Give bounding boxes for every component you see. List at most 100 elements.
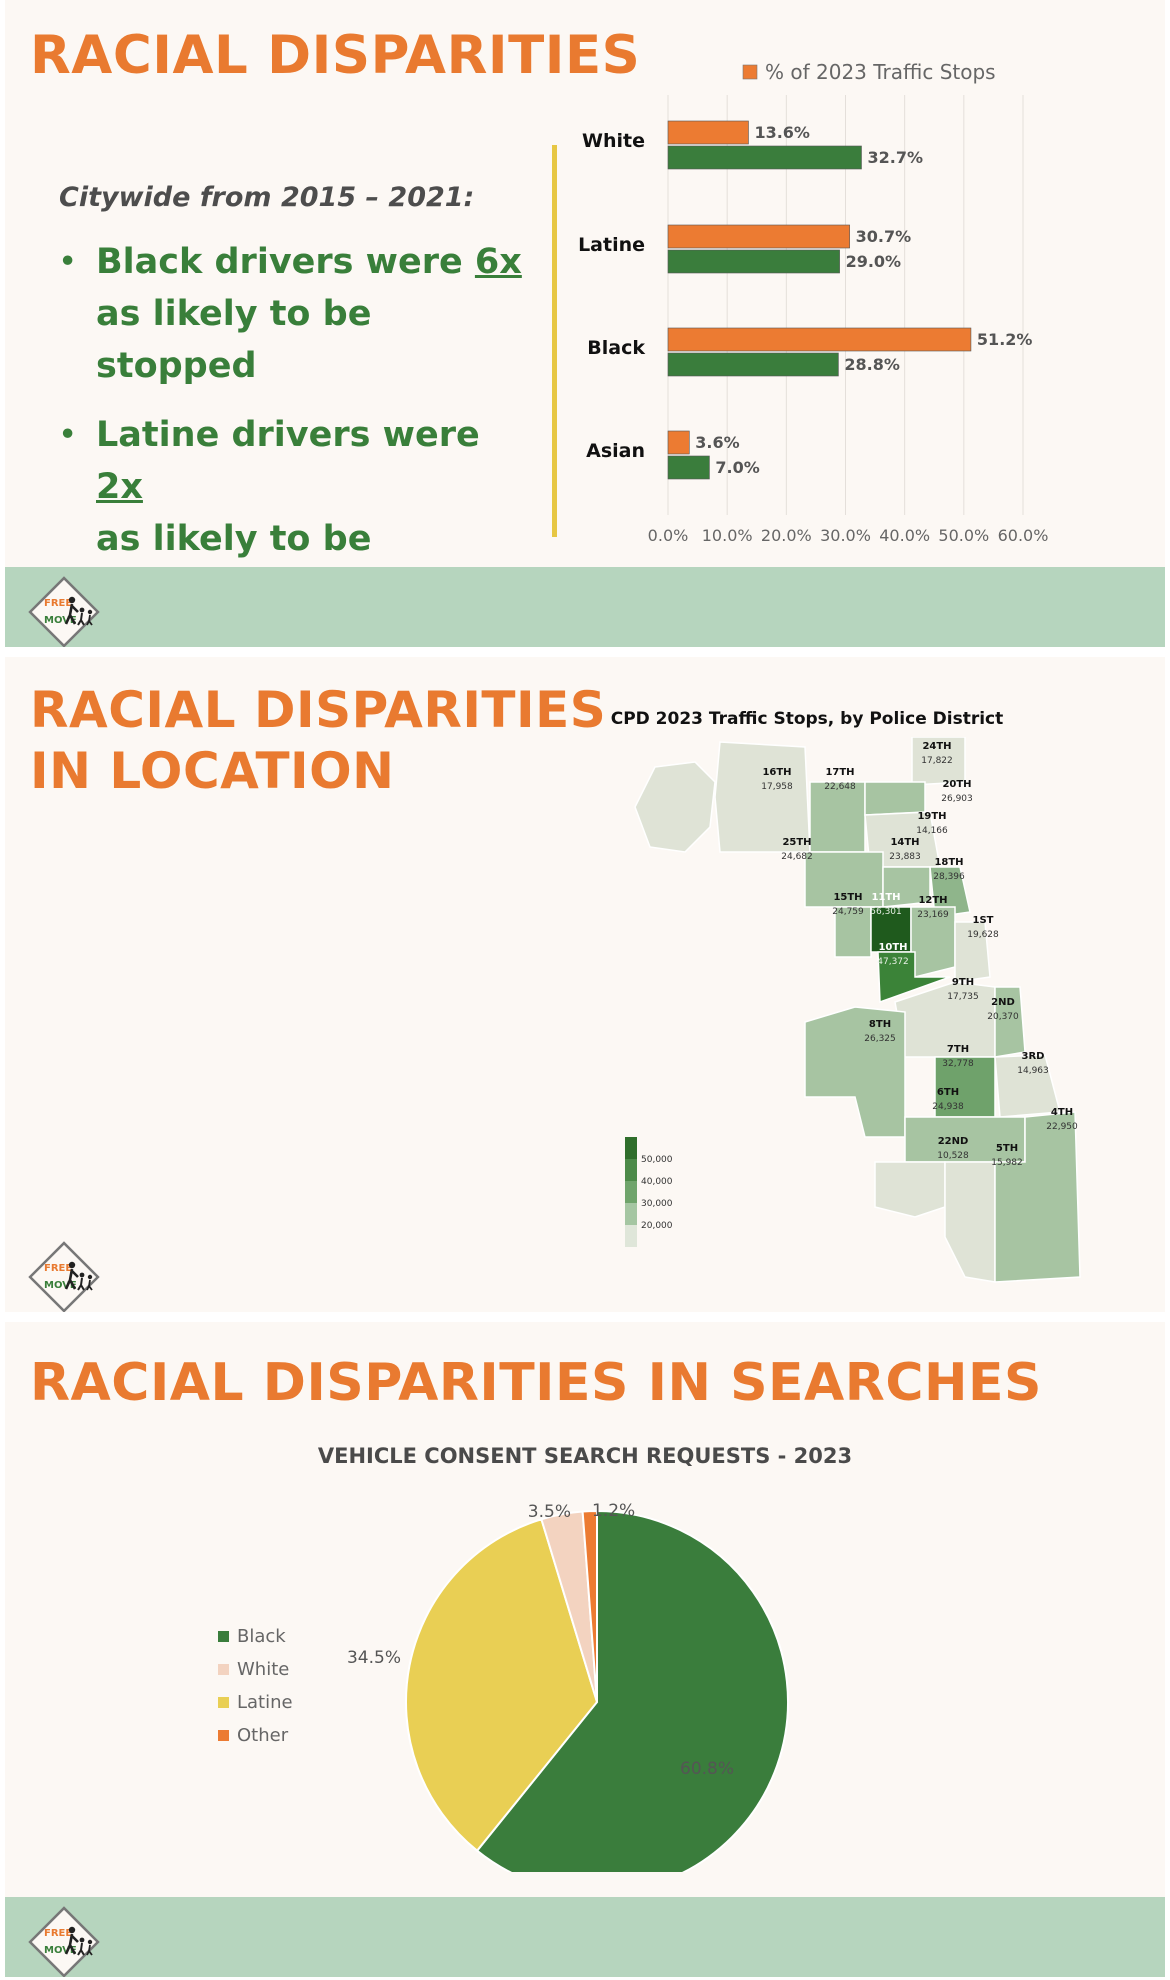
map-district-8th [804,1006,906,1138]
district-stops-label: 22,648 [824,782,856,792]
district-stops-label: 14,963 [1017,1066,1049,1076]
consent-search-pie-chart: 60.8% 3.5% 34.5% 1.2% [347,1501,789,1872]
category-label: Latine [578,234,645,256]
bar [667,249,840,274]
legend-label: % of 2023 Traffic Stops [765,60,996,84]
title-line1: RACIAL DISPARITIES [30,681,607,739]
svg-text:MOVE: MOVE [44,1945,77,1956]
x-tick-label: 50.0% [938,526,989,545]
district-stops-label: 17,735 [947,992,979,1002]
free-move-logo: FREE MOVE [28,576,100,647]
map-region-ohare [634,761,716,853]
map-district-3rd [994,1054,1061,1118]
legend-item-black: Black [218,1620,293,1653]
slide2-title: RACIAL DISPARITIES IN LOCATION [30,680,606,802]
data-label: 28.8% [844,355,900,374]
district-name-label: 19TH [917,811,946,822]
district-name-label: 20TH [942,779,971,790]
bar [667,352,839,377]
free-move-logo: FREE MOVE [28,1906,100,1977]
slide-racial-disparities: RACIAL DISPARITIES Citywide from 2015 – … [5,0,1165,647]
scale-label: 40,000 [641,1177,673,1187]
scale-label: 20,000 [641,1221,673,1231]
pie-data-label: 1.2% [592,1501,635,1521]
slide1-title: RACIAL DISPARITIES [30,25,641,86]
x-tick-label: 0.0% [648,526,689,545]
multiplier: 2x [96,467,143,507]
district-name-label: 18TH [934,857,963,868]
x-tick-label: 20.0% [761,526,812,545]
x-tick-label: 60.0% [998,526,1049,545]
category-label: White [582,130,645,152]
data-label: 13.6% [754,123,810,142]
traffic-stops-bar-chart: % of 2023 Traffic Stops 0.0% 10.0% 20.0% 30.… [578,60,1049,545]
legend-item-other: Other [218,1719,293,1752]
district-name-label: 3RD [1022,1051,1045,1062]
bar [667,327,972,352]
svg-text:MOVE: MOVE [44,615,77,626]
district-name-label: 6TH [937,1087,959,1098]
district-stops-label: 17,822 [921,756,953,766]
district-name-label: 14TH [890,837,919,848]
slide-racial-disparities-searches: RACIAL DISPARITIES IN SEARCHES VEHICLE C… [5,1322,1165,1977]
bullet-text-line2: as likely to be stopped [96,294,372,386]
legend-item-white: White [218,1653,293,1686]
district-name-label: 24TH [922,741,951,752]
map-district-10th [877,951,951,1004]
x-tick-label: 10.0% [702,526,753,545]
svg-text:FREE: FREE [44,598,72,609]
district-stops-label: 32,778 [942,1059,974,1069]
district-name-label: 10TH [878,942,907,953]
map-district-18th [929,866,971,918]
district-name-label: 1ST [973,915,994,926]
bar [667,224,850,249]
svg-text:FREE: FREE [44,1928,72,1939]
district-stops-label: 17,958 [761,782,793,792]
slide-racial-disparities-location: RACIAL DISPARITIES IN LOCATION CPD 2023 … [5,657,1165,1312]
svg-text:MOVE: MOVE [44,1280,77,1291]
data-label: 30.7% [856,227,912,246]
pie-data-label: 34.5% [347,1648,401,1668]
data-label: 29.0% [846,252,902,271]
legend-swatch [742,64,758,80]
pie-data-label: 60.8% [680,1759,734,1779]
district-name-label: 11TH [871,892,900,903]
svg-text:FREE: FREE [44,1263,72,1274]
district-stops-label: 10,528 [937,1151,969,1161]
x-tick-label: 40.0% [879,526,930,545]
district-name-label: 9TH [952,977,974,988]
district-stops-label: 24,938 [932,1102,964,1112]
district-name-label: 25TH [782,837,811,848]
district-name-label: 12TH [918,895,947,906]
district-name-label: 8TH [869,1019,891,1030]
slide1-subtitle: Citywide from 2015 – 2021: [59,182,475,213]
divider-line [552,145,557,537]
district-stops-label: 22,950 [1046,1122,1078,1132]
map-district-5th [944,1161,996,1283]
district-stops-label: 15,982 [991,1158,1023,1168]
district-name-label: 7TH [947,1044,969,1055]
bar [667,120,749,145]
bullet-text: Black drivers were [96,242,475,282]
map-district-14th [882,866,931,908]
district-stops-label: 26,325 [864,1034,896,1044]
bar [667,430,690,455]
pie-legend: Black White Latine Other [218,1620,293,1752]
map-district-24th [911,737,966,786]
district-name-label: 17TH [825,767,854,778]
district-stops-label: 23,883 [889,852,921,862]
map-district-20th [864,781,926,816]
category-label: Asian [586,440,645,462]
map-district-9th [894,981,996,1058]
data-label: 7.0% [715,458,759,477]
district-name-label: 5TH [996,1143,1018,1154]
district-stops-label: 56,301 [870,907,902,917]
bullet-text: Latine drivers were [96,415,480,455]
map-district-4th [994,1111,1081,1283]
district-stops-label: 47,372 [877,957,909,967]
x-tick-label: 30.0% [820,526,871,545]
map-district-16th [714,741,811,853]
map-district-15th [834,906,872,958]
map-district-2nd [994,986,1026,1058]
category-label: Black [587,337,645,359]
